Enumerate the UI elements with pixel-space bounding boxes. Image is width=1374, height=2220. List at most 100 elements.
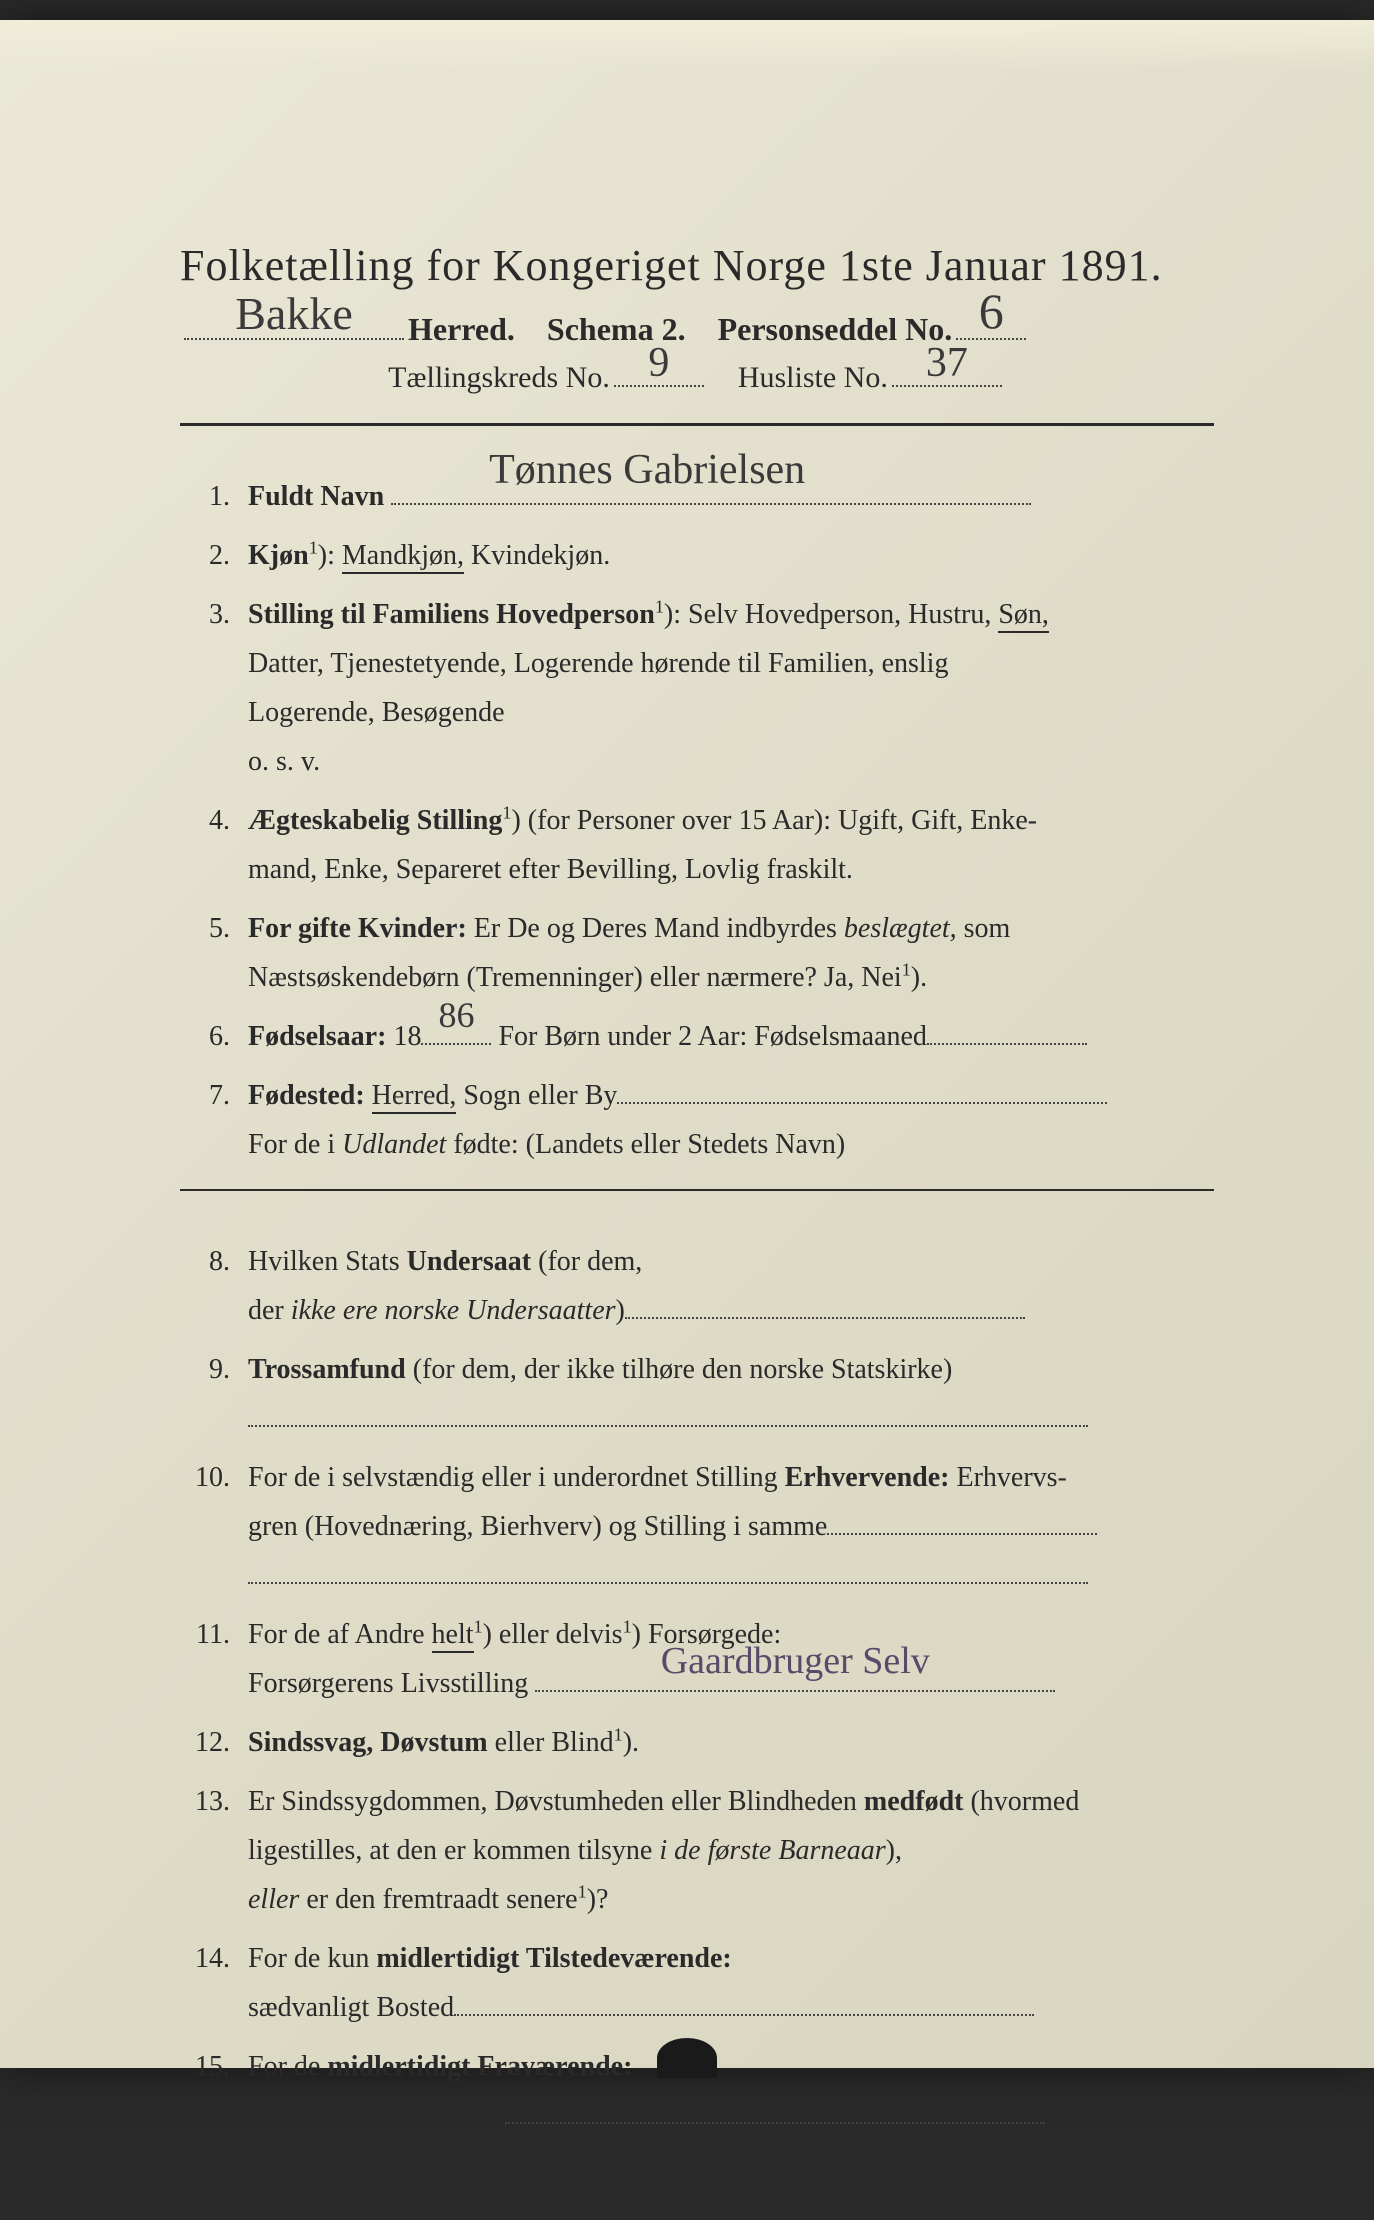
item-label: Fødselsaar: — [248, 1021, 386, 1052]
line2label: Forsørgerens Livsstilling — [248, 1668, 528, 1699]
line1bold: midlertidigt Fraværende: — [327, 2051, 632, 2082]
line2: sædvanligt Bosted — [248, 1992, 454, 2023]
item-num: 12. — [180, 1718, 248, 1767]
item-label: Fødested: — [248, 1080, 365, 1111]
line3b: )? — [587, 1884, 609, 1915]
line1b: (for dem, — [531, 1246, 642, 1277]
item-1: 1. Fuldt Navn Tønnes Gabrielsen — [180, 472, 1214, 521]
herred-label: Herred. — [408, 311, 515, 348]
line3: Logerende, Besøgende — [248, 697, 505, 728]
citizen-field — [625, 1295, 1025, 1319]
option-rest: Kvindekjøn. — [471, 540, 610, 571]
line1rest: Sogn eller By — [456, 1080, 617, 1111]
sup: 1 — [902, 960, 911, 980]
item-label: Kjøn — [248, 540, 309, 571]
husliste-label: Husliste No. — [738, 361, 888, 395]
item-body: Stilling til Familiens Hovedperson1): Se… — [248, 590, 1214, 786]
sup: 1 — [309, 538, 318, 558]
line2b: Udlandet — [342, 1129, 446, 1160]
item-body: For gifte Kvinder: Er De og Deres Mand i… — [248, 904, 1214, 1002]
footnote-text: ) De for hvert Tilfælde passende Ord und… — [256, 2190, 933, 2219]
residence-field — [454, 1992, 1034, 2016]
year-prefix: 18 — [393, 1021, 421, 1052]
line1b: (hvormed — [963, 1786, 1079, 1817]
item-3: 3. Stilling til Familiens Hovedperson1):… — [180, 590, 1214, 786]
herred-field: Bakke — [184, 311, 404, 340]
line2i: ikke ere norske Undersaatter — [291, 1295, 616, 1326]
option-selected: Søn, — [998, 599, 1049, 633]
paren: ). — [623, 1727, 639, 1758]
item-num: 7. — [180, 1071, 248, 1169]
item-6: 6. Fødselsaar: 1886 For Børn under 2 Aar… — [180, 1012, 1214, 1061]
item-11: 11. For de af Andre helt1) eller delvis1… — [180, 1610, 1214, 1708]
item-label: Trossamfund — [248, 1354, 406, 1385]
line2a: ligestilles, at den er kommen tilsyne — [248, 1835, 659, 1866]
line4: o. s. v. — [248, 746, 320, 777]
line1a: For de kun — [248, 1943, 376, 1974]
document-title: Folketælling for Kongeriget Norge 1ste J… — [180, 240, 1214, 291]
rest: For Børn under 2 Aar: Fødselsmaaned — [498, 1021, 927, 1052]
line1bold: Undersaat — [407, 1246, 531, 1277]
u1: helt — [432, 1619, 474, 1653]
item-body: Fødselsaar: 1886 For Børn under 2 Aar: F… — [248, 1012, 1214, 1061]
line1b: ) eller delvis — [483, 1619, 623, 1650]
husliste-value: 37 — [926, 339, 968, 387]
divider-2 — [180, 1189, 1214, 1191]
line1a: For de — [248, 2051, 327, 2082]
kreds-label: Tællingskreds No. — [388, 361, 610, 395]
item-num: 15. — [180, 2042, 248, 2140]
personseddel-value: 6 — [979, 282, 1004, 340]
paren: ) — [616, 1295, 625, 1326]
herred-value: Bakke — [235, 287, 353, 340]
item-num: 13. — [180, 1777, 248, 1924]
item-num: 10. — [180, 1453, 248, 1600]
month-field — [927, 1021, 1087, 1045]
colon: ): — [318, 540, 342, 571]
line2: mand, Enke, Separeret efter Bevilling, L… — [248, 854, 853, 885]
item-num: 6. — [180, 1012, 248, 1061]
item-body: For de kun midlertidigt Tilstedeværende:… — [248, 1934, 1214, 2032]
item-num: 5. — [180, 904, 248, 1002]
paren: ) — [511, 805, 520, 836]
rest: eller Blind — [488, 1727, 614, 1758]
item-label: Stilling til Familiens Hovedperson — [248, 599, 655, 630]
line2b: ), — [886, 1835, 902, 1866]
document-inner: Folketælling for Kongeriget Norge 1ste J… — [70, 60, 1344, 2038]
line2: antageligt Opholdssted — [248, 2100, 505, 2131]
item-body: For de af Andre helt1) eller delvis1) Fo… — [248, 1610, 1214, 1708]
line1: (for Personer over 15 Aar): Ugift, Gift,… — [528, 805, 1037, 836]
personseddel-field: 6 — [956, 311, 1026, 340]
item-13: 13. Er Sindssygdommen, Døvstumheden elle… — [180, 1777, 1214, 1924]
line2: gren (Hovednæring, Bierhverv) og Stillin… — [248, 1511, 827, 1542]
item-label: Fuldt Navn — [248, 481, 384, 512]
document-page: Folketælling for Kongeriget Norge 1ste J… — [0, 20, 1374, 2068]
item-num: 8. — [180, 1237, 248, 1335]
item-4: 4. Ægteskabelig Stilling1) (for Personer… — [180, 796, 1214, 894]
personseddel-label: Personseddel No. — [718, 311, 953, 348]
sup: 1 — [578, 1882, 587, 1902]
provider-field: Gaardbruger Selv — [535, 1668, 1055, 1692]
item-num: 3. — [180, 590, 248, 786]
item-body: Sindssvag, Døvstum eller Blind1). — [248, 1718, 1214, 1767]
name-field: Tønnes Gabrielsen — [391, 481, 1031, 505]
item-num: 14. — [180, 1934, 248, 2032]
item-label: Sindssvag, Døvstum — [248, 1727, 488, 1758]
item-2: 2. Kjøn1): Mandkjøn, Kvindekjøn. — [180, 531, 1214, 580]
line2i: i de første Barneaar — [659, 1835, 885, 1866]
line3i: eller — [248, 1884, 299, 1915]
line1a: Er De og Deres Mand indbyrdes — [474, 913, 844, 944]
line1-a: Selv Hovedperson, Hustru, — [688, 599, 998, 630]
item-label: For gifte Kvinder: — [248, 913, 467, 944]
name-value: Tønnes Gabrielsen — [489, 434, 805, 508]
year-field: 86 — [421, 1021, 491, 1045]
rest: (for dem, der ikke tilhøre den norske St… — [413, 1354, 953, 1385]
kreds-value: 9 — [648, 339, 669, 387]
line1bold: midlertidigt Tilstedeværende: — [376, 1943, 731, 1974]
item-body: For de midlertidigt Fraværende: antageli… — [248, 2042, 1214, 2140]
footnote: 1) De for hvert Tilfælde passende Ord un… — [180, 2188, 1214, 2220]
husliste-field: 37 — [892, 360, 1002, 387]
sup: 1 — [655, 597, 664, 617]
item-12: 12. Sindssvag, Døvstum eller Blind1). — [180, 1718, 1214, 1767]
footnote-sup: 1 — [248, 2188, 256, 2207]
item-num: 4. — [180, 796, 248, 894]
